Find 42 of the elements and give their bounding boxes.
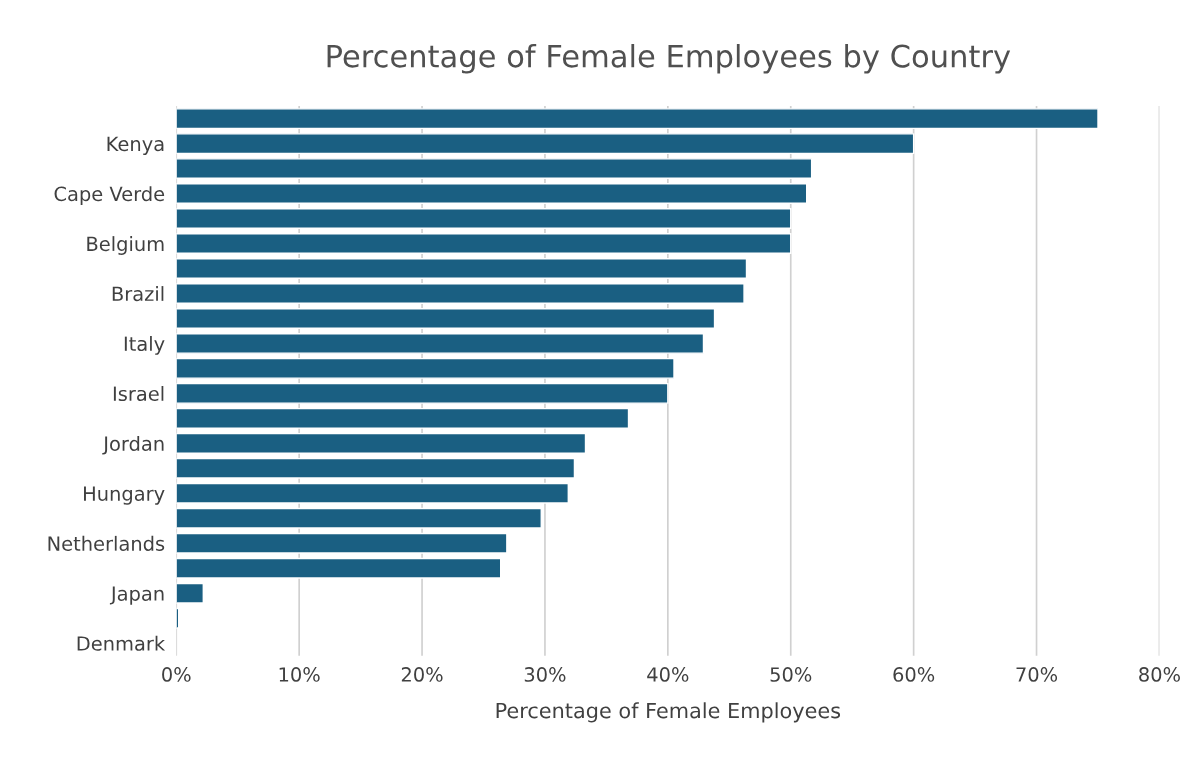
bar bbox=[176, 108, 1099, 130]
bar bbox=[176, 283, 745, 304]
x-tick-label: 20% bbox=[401, 667, 443, 682]
bar bbox=[176, 557, 502, 579]
bar bbox=[176, 457, 576, 479]
bar bbox=[176, 158, 813, 180]
bar bbox=[176, 332, 705, 354]
x-axis-title: Percentage of Female Employees bbox=[496, 702, 841, 723]
bar bbox=[176, 507, 542, 529]
y-tick-label: Netherlands bbox=[48, 535, 165, 551]
y-tick-label: Hungary bbox=[84, 486, 165, 505]
x-tick-label: 50% bbox=[770, 667, 812, 682]
y-tick-label: Brazil bbox=[112, 286, 164, 302]
x-tick-label: 70% bbox=[1016, 667, 1058, 682]
bar bbox=[176, 432, 587, 454]
y-tick-label: Cape Verde bbox=[54, 186, 165, 205]
bar bbox=[176, 482, 569, 504]
y-tick-label: Kenya bbox=[107, 136, 164, 156]
bar bbox=[176, 532, 508, 554]
bar bbox=[176, 382, 669, 404]
chart-title: Percentage of Female Employees by Country bbox=[327, 44, 1011, 74]
bar bbox=[176, 357, 675, 379]
x-tick-label: 10% bbox=[279, 667, 320, 682]
x-tick-label: 80% bbox=[1139, 667, 1180, 682]
bar bbox=[176, 233, 792, 254]
x-tick-label: 60% bbox=[893, 667, 935, 682]
bar bbox=[176, 183, 808, 204]
bar bbox=[176, 258, 748, 279]
x-tick-label: 30% bbox=[524, 667, 566, 682]
bar bbox=[176, 582, 204, 604]
y-tick-label: Japan bbox=[109, 586, 164, 605]
bar bbox=[176, 133, 915, 155]
bar bbox=[176, 208, 792, 229]
x-tick-label: 40% bbox=[647, 667, 689, 682]
y-tick-label: Jordan bbox=[102, 435, 164, 455]
y-tick-label: Belgium bbox=[87, 236, 164, 255]
y-tick-label: Italy bbox=[124, 336, 165, 355]
bar bbox=[176, 308, 716, 329]
bar bbox=[176, 407, 630, 429]
y-tick-label: Israel bbox=[113, 386, 164, 402]
y-tick-label: Denmark bbox=[77, 635, 166, 651]
x-tick-label: 0% bbox=[162, 667, 191, 682]
